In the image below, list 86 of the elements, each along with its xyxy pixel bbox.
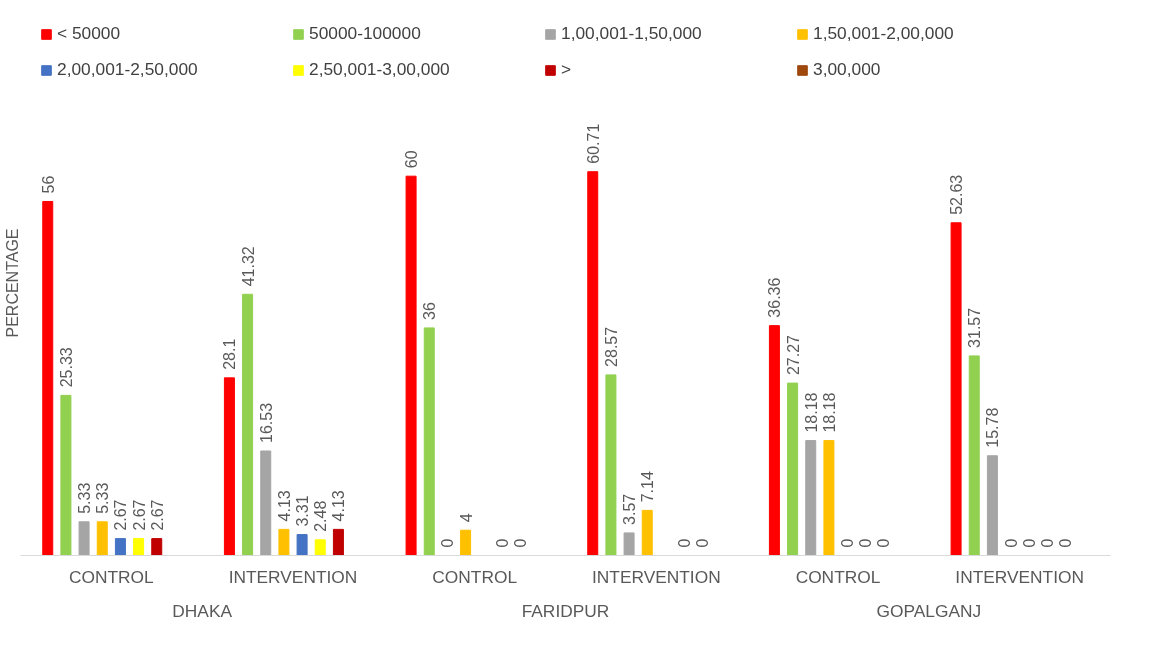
bar — [460, 529, 472, 556]
data-label: 4.13 — [275, 490, 293, 522]
bar — [278, 528, 290, 556]
data-label: 0 — [693, 538, 711, 548]
data-label: 16.53 — [257, 402, 275, 443]
data-label: 2.67 — [130, 499, 148, 531]
data-label: 5.33 — [76, 482, 94, 514]
text: FARIDPUR — [521, 600, 610, 621]
data-label: 0 — [1002, 538, 1020, 548]
data-label: 4.13 — [330, 490, 348, 522]
bar — [623, 532, 635, 556]
data-label: 0 — [675, 538, 693, 548]
bar — [96, 521, 108, 556]
data-label: 0 — [439, 538, 457, 548]
data-label: 3.57 — [621, 493, 639, 525]
legend-label: 1,50,001-2,00,000 — [813, 23, 955, 44]
data-label: 7.14 — [639, 471, 657, 503]
bar — [605, 374, 617, 556]
legend-label: 2,00,001-2,50,000 — [57, 59, 199, 80]
bar — [423, 327, 435, 556]
legend-label: < 50000 — [57, 23, 122, 44]
data-label: 41.32 — [239, 246, 257, 287]
text: DHAKA — [172, 600, 233, 621]
data-label: 4 — [457, 513, 475, 523]
data-label: 5.33 — [94, 482, 112, 514]
bar — [768, 325, 780, 556]
data-label: 3.31 — [294, 495, 312, 527]
legend-label: 1,00,001-1,50,000 — [561, 23, 703, 44]
bar — [950, 222, 962, 556]
bar — [587, 171, 599, 556]
data-label: 60 — [403, 150, 421, 169]
y-axis-title: PERCENTAGE — [3, 228, 21, 338]
legend-label: 50000-100000 — [309, 23, 422, 44]
bar — [986, 455, 998, 556]
data-label: 0 — [493, 538, 511, 548]
x-tick-label: INTERVENTION — [591, 566, 721, 587]
legend-label: 2,50,001-3,00,000 — [309, 59, 451, 80]
data-label: 25.33 — [57, 347, 75, 388]
bar — [314, 539, 326, 556]
bar — [223, 377, 235, 556]
data-label: 15.78 — [984, 407, 1002, 448]
x-tick-label: CONTROL — [795, 566, 881, 587]
bar — [133, 538, 145, 556]
x-tick-label: CONTROL — [68, 566, 155, 587]
data-label: 56 — [39, 175, 57, 194]
data-label: 0 — [875, 538, 893, 548]
data-label: 0 — [1057, 538, 1075, 548]
data-label: 0 — [857, 538, 875, 548]
text: GOPALGANJ — [876, 600, 982, 621]
data-label: 36 — [421, 302, 439, 320]
data-label: 27.27 — [784, 334, 802, 376]
bar — [260, 450, 272, 556]
data-label: 2.67 — [112, 499, 130, 531]
bar — [296, 534, 308, 556]
x-tick-label: INTERVENTION — [228, 566, 358, 587]
x-tick-label: CONTROL — [432, 566, 518, 587]
data-label: 2.67 — [148, 499, 166, 531]
legend-label: 3,00,000 — [813, 59, 882, 80]
data-label: 36.36 — [766, 277, 784, 318]
data-label: 60.71 — [584, 123, 602, 164]
data-label: 0 — [839, 538, 857, 548]
bar — [151, 538, 163, 556]
data-label: 0 — [1020, 538, 1038, 548]
data-label: 2.48 — [312, 500, 330, 532]
data-label: 0 — [512, 538, 530, 548]
bar — [242, 293, 254, 556]
bar — [787, 382, 799, 556]
bar — [332, 528, 344, 556]
bar — [114, 538, 126, 556]
data-label: 52.63 — [948, 174, 966, 215]
x-tick-label: INTERVENTION — [955, 566, 1085, 587]
bar — [78, 521, 90, 556]
bar — [405, 175, 417, 556]
data-label: 28.57 — [602, 326, 620, 367]
data-label: 0 — [1038, 538, 1056, 548]
bar — [823, 440, 835, 556]
data-label: 18.18 — [820, 392, 838, 433]
bar — [968, 355, 980, 556]
bar — [805, 440, 817, 556]
data-label: 18.18 — [802, 392, 820, 433]
legend-label: > — [561, 59, 573, 80]
data-label: 28.1 — [221, 338, 239, 370]
bar — [42, 200, 54, 556]
bar — [60, 394, 72, 556]
bar — [641, 509, 653, 556]
data-label: 31.57 — [966, 307, 984, 348]
